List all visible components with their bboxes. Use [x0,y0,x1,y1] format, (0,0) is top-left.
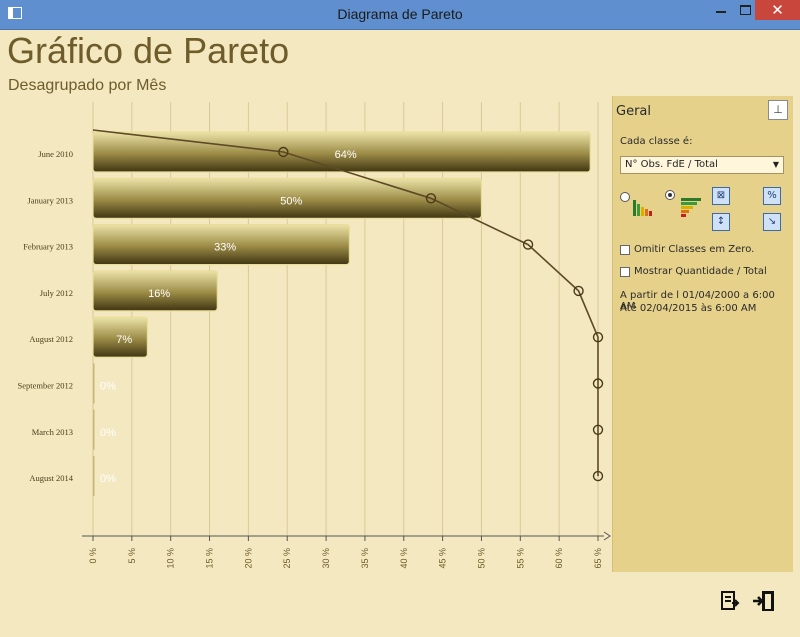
close-button[interactable]: ✕ [755,0,800,20]
x-tick-label: 0 % [88,548,98,564]
show-quantity-label: Mostrar Quantidade / Total [634,266,767,277]
category-label: February 2013 [23,242,73,252]
bar [93,409,95,450]
category-labels: June 2010 January 2013 February 2013 July 2… [18,149,74,483]
x-tick-label: 45 % [438,548,448,569]
category-label: March 2013 [32,427,73,437]
cumulative-point [278,146,289,158]
title-bar: Diagrama de Pareto ✕ [0,0,800,30]
omit-zero-label: Omitir Classes em Zero. [634,244,755,255]
x-tick-label: 30 % [321,548,331,569]
bar [92,224,350,266]
x-tick-label: 10 % [166,548,176,569]
category-label: August 2012 [29,334,73,344]
cumulative-polyline [92,129,599,477]
x-tick-label: 50 % [476,548,486,569]
x-tick-label: 15 % [205,548,215,569]
minimize-button[interactable] [708,0,734,20]
chevron-down-icon: ▼ [772,160,779,169]
x-tick-label: 25 % [282,548,292,569]
x-tick-label: 5 % [127,548,137,564]
exit-door-icon[interactable] [752,589,778,619]
cumulative-point [425,193,437,204]
pareto-chart-icon [681,198,701,217]
cumulative-line [92,129,604,482]
panel-title: Geral [616,104,651,119]
curve-icon[interactable]: ↘ [763,213,781,231]
x-tick-label: 40 % [399,548,409,569]
bar-chart-icon [633,200,652,216]
x-tick-label: 55 % [515,548,525,569]
app-icon [8,7,22,19]
page-subtitle: Desagrupado por Mês [8,77,167,94]
class-select-value: N° Obs. FdE / Total [625,159,718,170]
page-title: Gráfico de Pareto [7,30,290,71]
bar [92,131,591,173]
cumulative-point [592,470,604,482]
chart-bars: 64% 50% 33% 16% 7% 0% 0% 0% [92,131,591,497]
bar [92,270,218,312]
category-label: September 2012 [18,381,73,391]
bar [93,456,95,497]
x-tick-label: 20 % [243,548,253,569]
bar-value-label: 7% [116,334,132,346]
show-quantity-checkbox[interactable] [620,267,630,277]
export-report-icon[interactable] [720,590,740,618]
cumulative-point [522,239,534,250]
window-title: Diagrama de Pareto [337,6,463,22]
cumulative-point [573,285,584,297]
chart-type-radio-bars[interactable] [620,192,630,202]
category-label: August 2014 [29,473,73,483]
x-tick-label: 60 % [554,548,564,569]
curve-options-icon[interactable]: % [763,187,781,205]
class-select[interactable]: N° Obs. FdE / Total ▼ [620,156,784,174]
category-label: January 2013 [27,195,73,205]
range-to: Até 02/04/2015 às 6:00 AM [620,303,757,314]
omit-zero-checkbox[interactable] [620,245,630,255]
class-label: Cada classe é: [620,136,693,147]
bar-value-label: 16% [148,288,170,300]
cumulative-point [592,378,604,389]
sort-icon[interactable]: ↕ [712,213,730,231]
cumulative-point [592,331,604,343]
bar [93,363,95,404]
x-axis: 0 % 5 % 10 % 15 % 20 % 25 % 30 % 35 % 40 % 45 % 50… [82,531,611,569]
bar-value-label: 0% [100,473,116,485]
bar-value-label: 0% [100,381,116,393]
x-tick-label: 35 % [360,548,370,569]
cumulative-point [592,424,604,435]
bar [92,177,483,219]
bar [92,316,148,358]
range-from: A partir de l 01/04/2000 a 6:00 AM [620,290,775,312]
x-axis-arrow [603,531,611,541]
bar-value-label: 33% [214,242,236,254]
settings-panel: Geral ⊥ Cada classe é: N° Obs. FdE / Tot… [612,96,793,572]
bar-value-label: 64% [335,149,357,161]
pin-button[interactable]: ⊥ [768,100,788,120]
expand-icon[interactable]: ⊠ [712,187,730,205]
bar-value-label: 50% [280,195,302,207]
bar-value-label: 0% [100,427,116,439]
chart-type-radio-pareto[interactable] [665,190,675,200]
pareto-chart: 64% 50% 33% 16% 7% 0% 0% 0% June 2010 January 20… [18,102,611,569]
x-tick-label: 65 % [593,548,603,569]
category-label: June 2010 [38,149,73,159]
maximize-button[interactable] [732,0,758,20]
category-label: July 2012 [40,288,73,298]
